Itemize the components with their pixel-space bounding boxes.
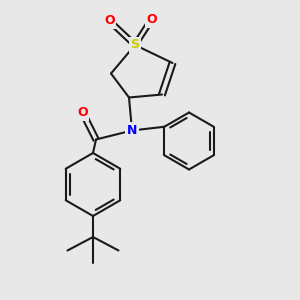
Text: O: O <box>104 14 115 28</box>
Text: O: O <box>77 106 88 119</box>
Text: S: S <box>130 38 140 52</box>
Text: N: N <box>127 124 137 137</box>
Text: O: O <box>146 13 157 26</box>
